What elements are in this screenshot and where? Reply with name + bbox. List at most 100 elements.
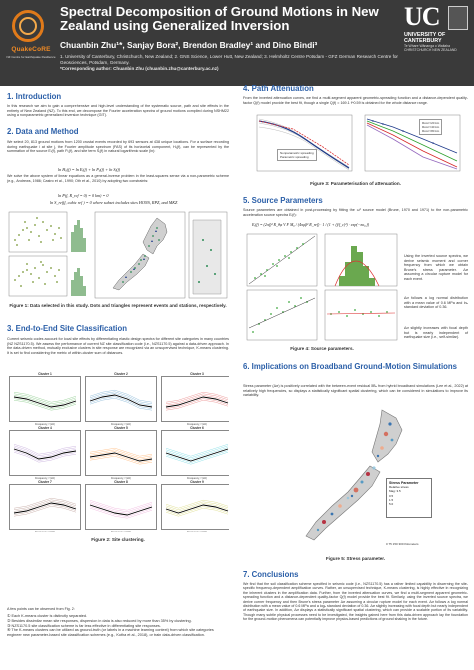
source-side-text-1: Using the inverted source spectra, we de… — [404, 254, 468, 281]
cluster-curve — [165, 443, 229, 457]
cluster-curve — [89, 391, 153, 405]
cluster-curve — [89, 393, 153, 406]
site-classification-text: Current seismic codes account for local … — [7, 337, 229, 355]
cluster-xlabel: Frequency, f (Hz) — [35, 477, 55, 480]
cluster-curve — [13, 497, 77, 509]
cluster-curve — [89, 506, 153, 517]
cluster-curves — [89, 447, 153, 465]
quakecore-logo: QuakeCoRE NZ Centre for Earthquake Resil… — [4, 8, 56, 72]
cluster-curve — [89, 389, 153, 403]
cluster-mean-curve — [13, 502, 77, 514]
cluster-mean-curve — [13, 448, 77, 460]
data-method-text-1: We select 20, 813 ground motions from 12… — [7, 140, 229, 154]
cluster-curve — [13, 447, 77, 458]
cluster-curves — [13, 443, 77, 463]
cluster-curve — [89, 447, 153, 457]
cluster-title: Cluster 6 — [190, 426, 204, 430]
cluster-curve — [13, 395, 77, 406]
cluster-curve — [165, 499, 229, 509]
cluster-curve — [89, 507, 153, 519]
cluster-curve — [165, 445, 229, 459]
cluster-xlabel: Frequency, f (Hz) — [111, 423, 131, 426]
points-intro: A few points can be observed from Fig. 2… — [7, 607, 75, 611]
uc-logo: UC UNIVERSITY OF CANTERBURY Te Whare Wān… — [404, 4, 470, 74]
cluster-curve — [89, 397, 153, 411]
figure-1-caption: Figure 1: Data selected in this study. D… — [9, 303, 227, 308]
figure-3-caption: Figure 3: Parameterisation of attenuatio… — [310, 181, 401, 186]
cluster-curve — [13, 450, 77, 461]
cluster-curves — [13, 391, 77, 411]
cluster-curve — [13, 501, 77, 512]
cluster-curve — [13, 399, 77, 411]
cluster-curve — [165, 507, 229, 517]
cluster-curve — [13, 451, 77, 463]
distance-legend: Rcorr=20 km Rcorr=40 km Rcorr=80 km — [419, 119, 443, 135]
cluster-panel: Cluster 8Frequency, f (Hz) — [85, 480, 157, 532]
cluster-curve — [165, 399, 229, 411]
cluster-curve — [13, 505, 77, 517]
affiliations: 1. University of Canterbury, Christchurc… — [60, 54, 398, 71]
implications-text: Stress parameter (Δσ) is positively corr… — [243, 384, 468, 398]
cluster-curve — [165, 506, 229, 515]
equation-3: ln S_ref(f, cubic ref ) = 0 where subset… — [50, 200, 178, 205]
finding-item: ④ The K-means clusters can be utilized a… — [7, 628, 214, 638]
cluster-mean-curve — [89, 504, 153, 516]
cluster-title: Cluster 1 — [38, 372, 52, 376]
cluster-curve — [89, 455, 153, 465]
cluster-title: Cluster 9 — [190, 480, 204, 484]
cluster-xlabel: Frequency, f (Hz) — [86, 531, 156, 532]
cluster-title: Cluster 5 — [114, 426, 128, 430]
cluster-panel: Cluster 1 Frequency, f (Hz) — [9, 372, 81, 426]
cluster-curve — [165, 447, 229, 460]
cluster-title: Cluster 4 — [38, 426, 52, 430]
finding-item: ② Besides dissimilar mean site responses… — [7, 618, 192, 623]
cluster-curve — [13, 445, 77, 457]
cluster-curve — [89, 449, 153, 459]
section-title-implications: 6. Implications on Broadband Ground-Moti… — [243, 362, 457, 371]
figure-1 — [7, 210, 229, 302]
cluster-curve — [89, 454, 153, 463]
cluster-curve — [165, 395, 229, 406]
cluster-curve — [89, 451, 153, 460]
cluster-panel: Cluster 2 Frequency, f (Hz) — [85, 372, 157, 426]
cluster-mean-curve — [165, 504, 229, 514]
cluster-curve — [89, 503, 153, 514]
cluster-mean-curve — [13, 396, 77, 408]
cluster-xlabel: Frequency, f (Hz) — [111, 477, 131, 480]
cluster-curve — [89, 501, 153, 513]
source-equation: Eᵢ(f) = (2πf)² R_θφ V F M₀ / (4πρβ³ R_re… — [252, 222, 370, 227]
section-title-site-classification: 3. End-to-End Site Classification — [7, 324, 127, 333]
conclusions-text: We find that the soil classification sch… — [243, 582, 468, 622]
cluster-panel: Cluster 6 Frequency, f (Hz) — [161, 426, 229, 480]
figure-3: Nonparametric spreading Parametric sprea… — [243, 113, 468, 179]
cluster-curve — [13, 398, 77, 409]
cluster-curves — [165, 443, 229, 465]
crest-icon — [448, 6, 468, 30]
poster-title: Spectral Decomposition of Ground Motions… — [60, 4, 379, 33]
cluster-xlabel: Frequency, f (Hz) — [187, 423, 207, 426]
cluster-panel: Cluster 3 Frequency, f (Hz) — [161, 372, 229, 426]
cluster-xlabel: Frequency, f (Hz) — [10, 531, 80, 532]
cluster-mean-curve — [89, 452, 153, 462]
cluster-curves — [13, 497, 77, 517]
cluster-curve — [13, 504, 77, 515]
poster-header: QuakeCoRE NZ Centre for Earthquake Resil… — [0, 0, 474, 86]
source-side-text-3: Δσ slightly increases with focal depth b… — [404, 326, 468, 340]
cluster-curve — [165, 450, 229, 463]
cluster-title: Cluster 8 — [114, 480, 128, 484]
cluster-curves — [165, 499, 229, 517]
data-method-text-2: We solve the above system of linear equa… — [7, 174, 229, 183]
attenuation-legend: Nonparametric spreading Parametric sprea… — [277, 149, 317, 161]
figure-5-map: Stress Parameter Relative stress Mag: 3.… — [262, 404, 454, 554]
authors: Chuanbin Zhu¹*, Sanjay Bora², Brendon Br… — [60, 40, 318, 50]
section-title-source-parameters: 5. Source Parameters — [243, 196, 323, 205]
cluster-curves — [89, 499, 153, 519]
introduction-text: In this research we aim to gain a compre… — [7, 104, 229, 118]
cluster-xlabel: Frequency, f (Hz) — [35, 423, 55, 426]
map-scale: 0 75 150 300 Kilometers — [386, 542, 419, 546]
cluster-curve — [165, 503, 229, 512]
figure-2: Cluster 1 Frequency, f (Hz) Cluster 2 Frequ… — [7, 370, 229, 532]
cluster-mean-curve — [165, 396, 229, 408]
cluster-panel: Cluster 9Frequency, f (Hz) — [161, 480, 229, 532]
section-title-data-method: 2. Data and Method — [7, 127, 79, 136]
